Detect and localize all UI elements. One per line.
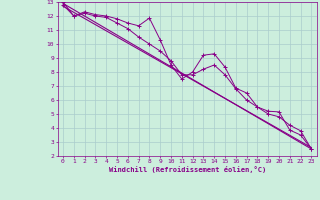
X-axis label: Windchill (Refroidissement éolien,°C): Windchill (Refroidissement éolien,°C) [108, 166, 266, 173]
